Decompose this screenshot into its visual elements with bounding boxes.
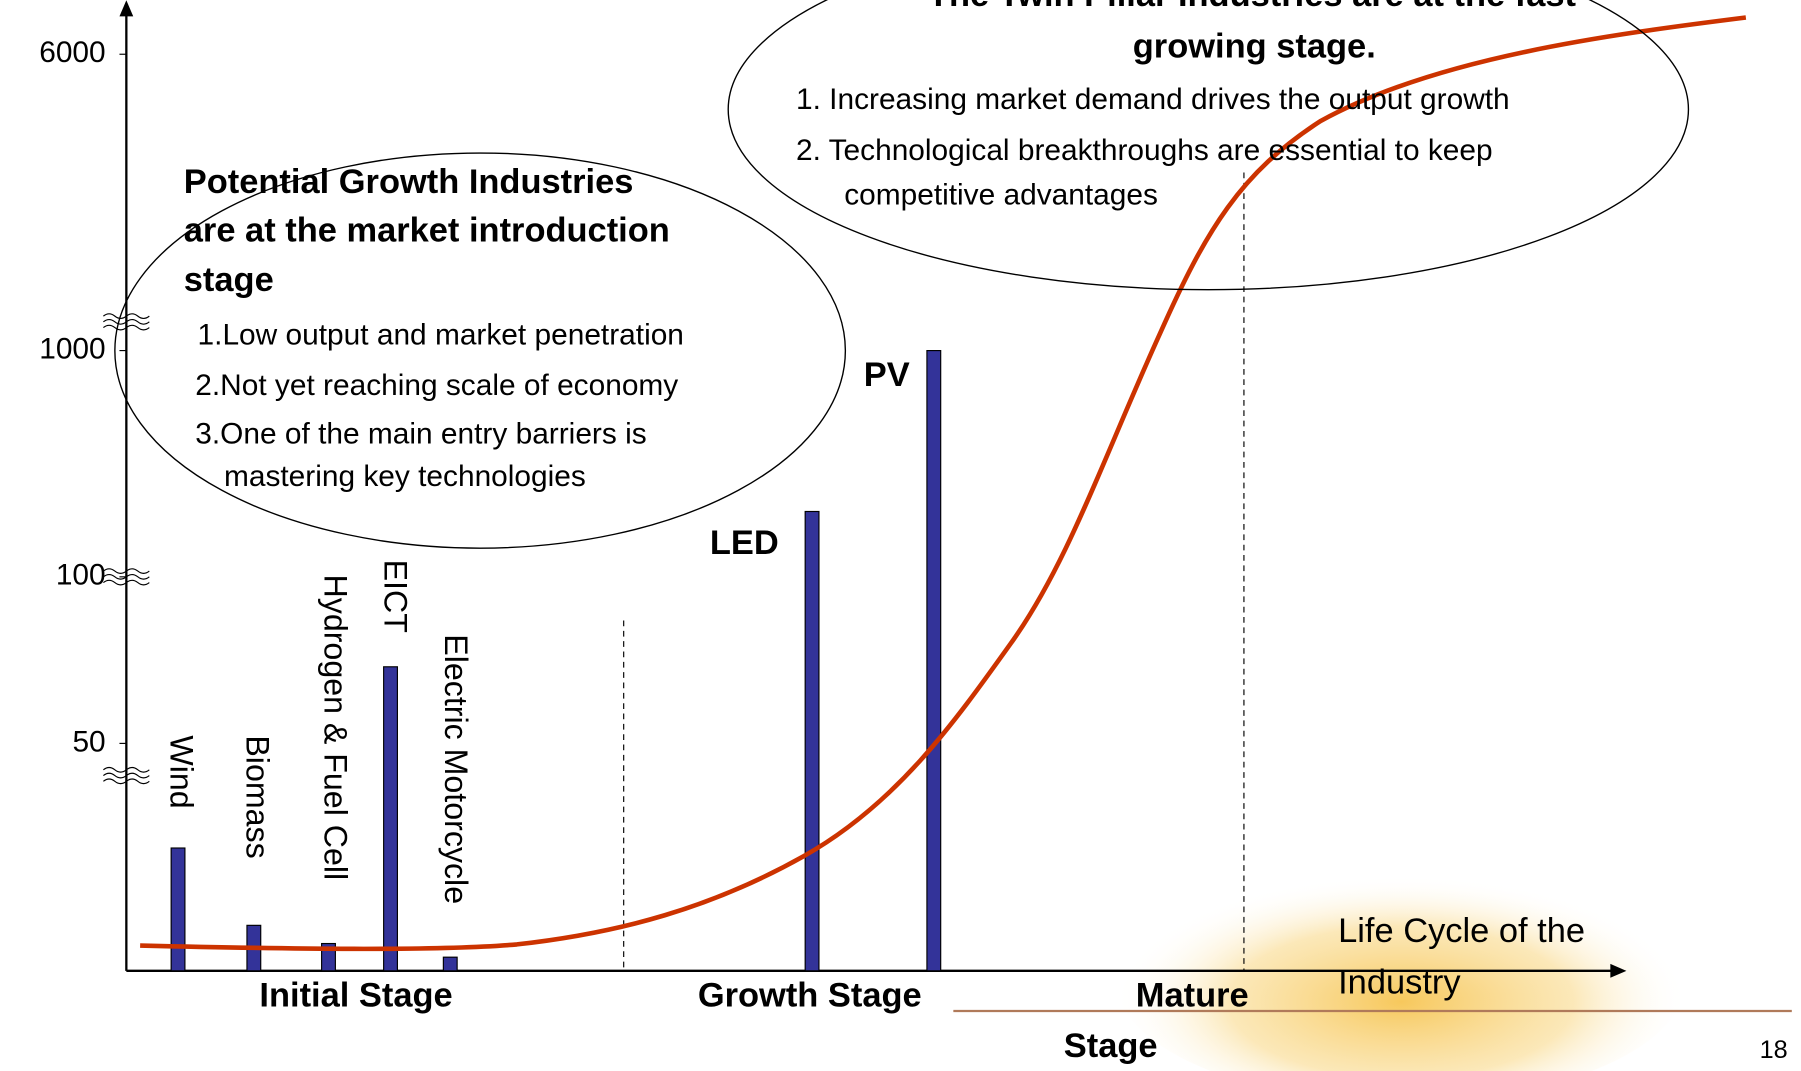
- life-cycle-curve: [140, 15, 1747, 952]
- y-tick-label: 100: [56, 559, 106, 592]
- axis-break: [103, 772, 150, 779]
- y-tick-label: 6000: [39, 36, 105, 69]
- bar: [804, 510, 820, 972]
- x-axis-arrow: [1610, 963, 1627, 978]
- category-label: Biomass: [239, 735, 275, 858]
- stage-label: Initial Stage: [259, 976, 452, 1014]
- background-glow: [1114, 850, 1689, 1071]
- annotation-item: competitive advantages: [844, 179, 1158, 212]
- x-axis-label: Industry: [1338, 964, 1461, 1002]
- annotation-item: mastering key technologies: [224, 460, 586, 493]
- axis-break: [103, 324, 150, 331]
- y-tick-label: 1000: [39, 332, 105, 365]
- x-axis-label: Life Cycle of the: [1338, 912, 1585, 950]
- bar: [170, 847, 186, 972]
- axis-break: [103, 313, 150, 319]
- y-axis-arrow: [119, 0, 134, 17]
- bar: [926, 350, 942, 972]
- annotation-ellipse: [114, 152, 847, 549]
- axis-break: [103, 318, 150, 325]
- stage-label: Mature: [1136, 976, 1249, 1014]
- annotation-ellipse: [727, 0, 1689, 291]
- axis-break: [103, 778, 150, 785]
- bar: [442, 956, 458, 972]
- y-tick-label: 50: [72, 725, 105, 758]
- annotation-item: 1.Low output and market penetration: [198, 319, 684, 352]
- annotation-item: 2. Technological breakthroughs are essen…: [796, 134, 1493, 167]
- stage-label: Stage: [1064, 1027, 1158, 1065]
- category-label: Electric Motorcycle: [438, 634, 474, 904]
- annotation-title: stage: [184, 261, 274, 299]
- axis-break: [103, 568, 150, 574]
- annotation-title: growing stage.: [1133, 28, 1376, 66]
- annotation-title: Potential Growth Industries: [184, 163, 634, 201]
- category-label: LED: [710, 524, 779, 562]
- annotation-title: are at the market introduction: [184, 211, 670, 249]
- annotation-item: 3.One of the main entry barriers is: [195, 417, 646, 450]
- axis-break: [103, 579, 150, 586]
- category-label: Wind: [164, 735, 200, 808]
- bar: [383, 666, 398, 972]
- annotation-title: The Twin Pillar Industries are at the fa…: [928, 0, 1577, 14]
- annotation-item: 2.Not yet reaching scale of economy: [195, 369, 678, 402]
- category-label: EICT: [377, 560, 413, 633]
- stage-label: Growth Stage: [698, 976, 922, 1014]
- axis-break: [103, 573, 150, 580]
- category-label: Hydrogen & Fuel Cell: [318, 575, 354, 881]
- category-label: PV: [864, 356, 910, 394]
- annotation-item: 1. Increasing market demand drives the o…: [796, 83, 1510, 116]
- axis-break: [103, 766, 150, 773]
- page-number: 18: [1760, 1036, 1788, 1064]
